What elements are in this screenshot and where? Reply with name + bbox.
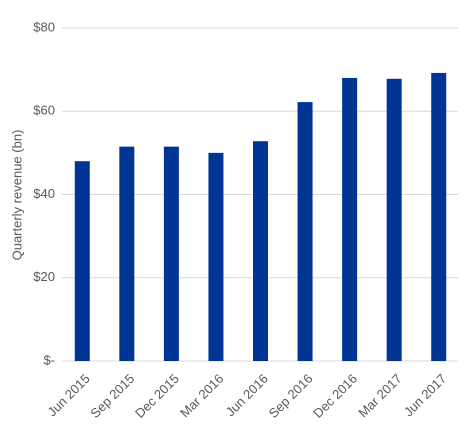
y-axis-title: Quarterly revenue (bn) — [9, 130, 24, 261]
x-tick-label: Jun 2015 — [44, 371, 92, 419]
y-tick-label: $40 — [33, 186, 55, 201]
x-tick-label: Jun 2016 — [223, 371, 271, 419]
x-tick-label: Dec 2015 — [132, 371, 182, 421]
x-tick-label: Jun 2017 — [401, 371, 449, 419]
x-tick-label: Mar 2016 — [177, 371, 226, 420]
bar — [253, 141, 268, 361]
bar — [431, 72, 447, 361]
y-tick-label: $60 — [33, 103, 55, 118]
y-tick-label: $20 — [33, 269, 55, 284]
bar — [386, 78, 402, 361]
bar — [119, 146, 135, 361]
x-tick-label: Sep 2015 — [87, 371, 137, 421]
bar — [163, 146, 179, 361]
x-tick-label: Mar 2017 — [355, 371, 404, 420]
bar — [297, 102, 313, 361]
y-tick-label: $- — [43, 352, 55, 367]
bar — [74, 161, 90, 361]
x-tick-label: Sep 2016 — [266, 371, 316, 421]
x-tick-label: Dec 2016 — [310, 371, 360, 421]
y-tick-label: $80 — [33, 19, 55, 34]
bar — [208, 152, 224, 361]
bar — [342, 77, 358, 361]
